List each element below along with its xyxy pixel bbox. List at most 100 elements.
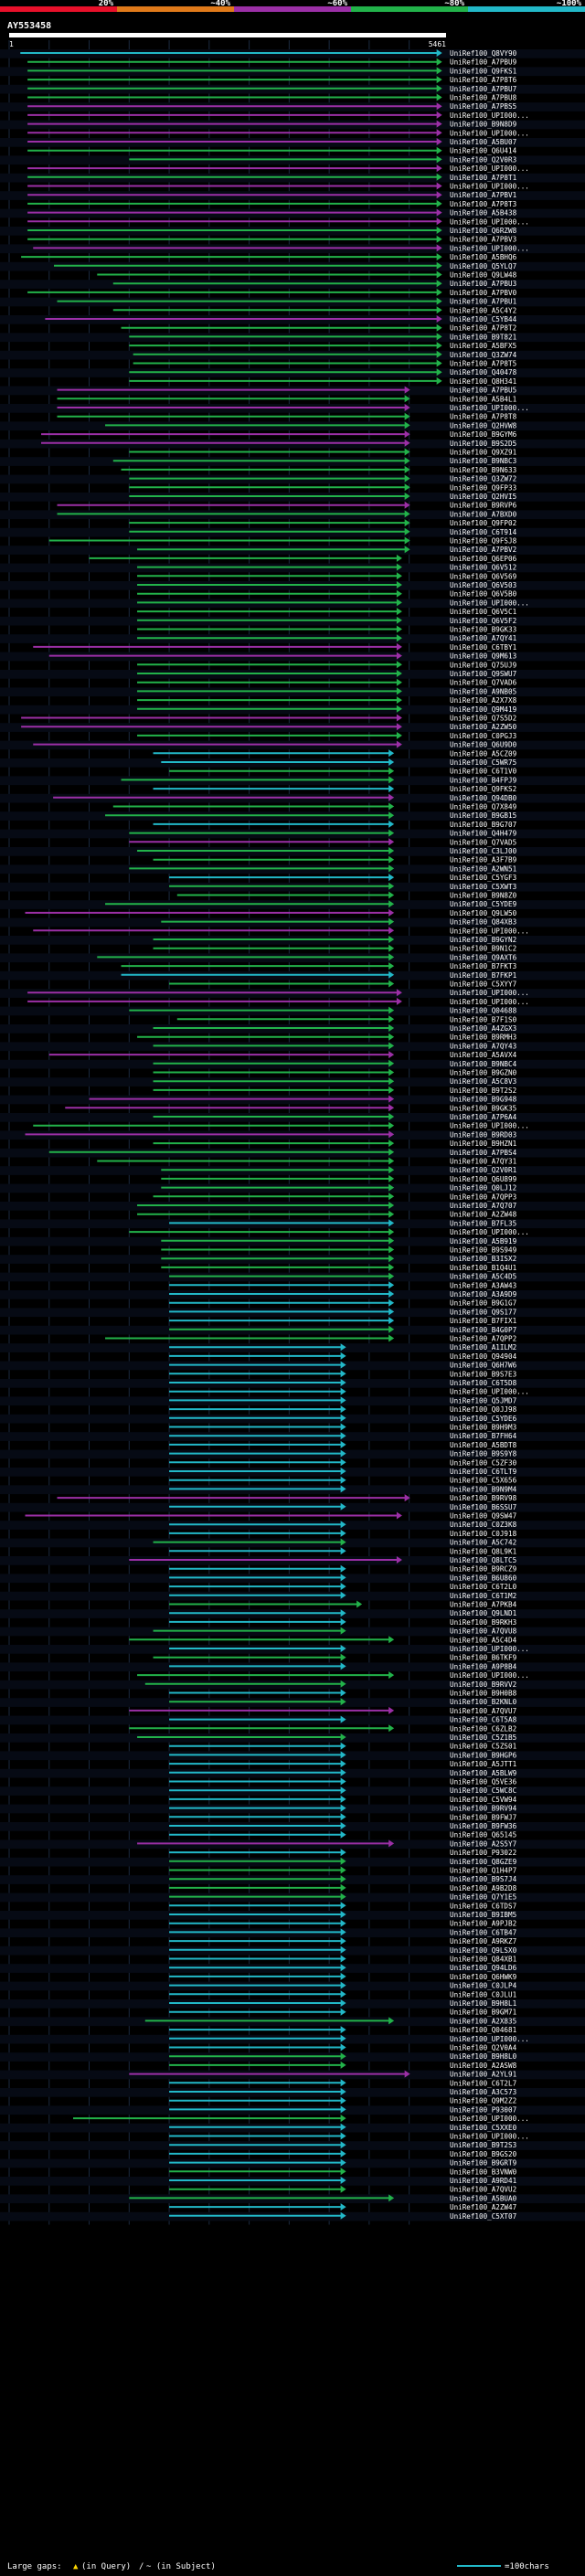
hit-label[interactable]: UniRef100_B9GZN0	[450, 1069, 517, 1077]
hit-label[interactable]: UniRef100_A2S5Y7	[450, 1839, 516, 1848]
hit-row[interactable]: UniRef100_Q9LSX0	[0, 1945, 585, 1956]
hit-row[interactable]: UniRef100_A7P8T6	[27, 76, 517, 84]
hit-label[interactable]: UniRef100_B9RVV2	[450, 1680, 516, 1689]
hit-label[interactable]: UniRef100_B9FWJ7	[450, 1813, 516, 1821]
hit-label[interactable]: UniRef100_Q94904	[450, 1352, 517, 1361]
hit-row[interactable]: UniRef100_UPI000...	[0, 2034, 585, 2044]
hit-label[interactable]: UniRef100_A7P8T8	[450, 413, 517, 421]
hit-row[interactable]: UniRef100_UPI000...	[27, 997, 529, 1006]
hit-label[interactable]: UniRef100_C0PGJ3	[450, 732, 516, 740]
hit-row[interactable]: UniRef100_B4G0P7	[0, 1325, 585, 1335]
hit-label[interactable]: UniRef100_A2ASW8	[450, 2062, 517, 2070]
hit-row[interactable]: UniRef100_A3C573	[0, 2088, 585, 2097]
hit-row[interactable]: UniRef100_A5BUA0	[0, 2194, 585, 2204]
hit-row[interactable]: UniRef100_A5C4D4	[129, 1636, 517, 1644]
hit-label[interactable]: UniRef100_Q6V503	[450, 581, 516, 589]
hit-label[interactable]: UniRef100_B9N9M4	[450, 1485, 517, 1493]
hit-label[interactable]: UniRef100_Q0JJ98	[450, 1405, 517, 1414]
hit-row[interactable]: UniRef100_B9S2D5	[0, 439, 585, 449]
hit-label[interactable]: UniRef100_Q9FP33	[450, 483, 516, 492]
hit-row[interactable]: UniRef100_Q6HWK9	[169, 1972, 517, 1981]
hit-label[interactable]: UniRef100_B9GRT9	[450, 2159, 517, 2168]
hit-label[interactable]: UniRef100_B9GB15	[450, 811, 516, 820]
hit-label[interactable]: UniRef100_B7FKP1	[450, 971, 517, 980]
hit-row[interactable]: UniRef100_Q5YLQ7	[0, 261, 585, 271]
hit-row[interactable]: UniRef100_Q04688	[0, 1006, 585, 1016]
hit-label[interactable]: UniRef100_C0JLP4	[450, 1982, 517, 1990]
hit-label[interactable]: UniRef100_Q6U899	[450, 1175, 517, 1183]
hit-row[interactable]: UniRef100_B9RVV2	[0, 1680, 585, 1690]
hit-row[interactable]: UniRef100_A7PBU9	[27, 58, 517, 67]
hit-row[interactable]: UniRef100_Q8VY90	[0, 49, 585, 58]
hit-label[interactable]: UniRef100_B9NBC3	[450, 457, 516, 465]
hit-row[interactable]: UniRef100_B4FPJ9	[0, 776, 585, 786]
hit-label[interactable]: UniRef100_C6TB47	[450, 1928, 516, 1936]
hit-row[interactable]: UniRef100_Q7VAD6	[137, 678, 517, 687]
hit-label[interactable]: UniRef100_A7QY43	[450, 1042, 516, 1050]
hit-row[interactable]: UniRef100_A9RD41	[0, 2177, 585, 2186]
hit-label[interactable]: UniRef100_A7PBV1	[450, 191, 517, 199]
hit-label[interactable]: UniRef100_A7QY41	[450, 634, 517, 642]
hit-label[interactable]: UniRef100_B9RCZ9	[450, 1565, 517, 1574]
hit-label[interactable]: UniRef100_UPI000...	[450, 1671, 529, 1680]
hit-label[interactable]: UniRef100_A7PBU7	[450, 85, 516, 93]
hit-row[interactable]: UniRef100_B9GM71	[169, 2008, 517, 2017]
hit-row[interactable]: UniRef100_Q94DB0	[0, 793, 585, 803]
hit-label[interactable]: UniRef100_A7QPP2	[450, 1335, 516, 1343]
hit-row[interactable]: UniRef100_A5BU07	[0, 138, 585, 147]
hit-label[interactable]: UniRef100_A5B919	[450, 1237, 517, 1246]
hit-row[interactable]: UniRef100_UPI000...	[33, 927, 529, 935]
hit-row[interactable]: UniRef100_Q2HVW8	[0, 421, 585, 431]
hit-row[interactable]: UniRef100_B7FH64	[0, 1432, 585, 1441]
hit-row[interactable]: UniRef100_Q6RZW8	[0, 227, 585, 236]
hit-label[interactable]: UniRef100_Q9XZ91	[450, 449, 517, 457]
hit-label[interactable]: UniRef100_Q9AXT6	[450, 953, 517, 961]
hit-row[interactable]: UniRef100_A7PBV3	[27, 235, 516, 244]
hit-label[interactable]: UniRef100_C5XT07	[450, 2212, 516, 2221]
hit-label[interactable]: UniRef100_Q9S177	[450, 1308, 516, 1316]
hit-label[interactable]: UniRef100_Q84XB3	[450, 918, 516, 927]
hit-row[interactable]: UniRef100_Q3ZW72	[0, 474, 585, 484]
hit-label[interactable]: UniRef100_B9N1C2	[450, 945, 516, 953]
hit-row[interactable]: UniRef100_Q9M419	[0, 705, 585, 715]
hit-label[interactable]: UniRef100_UPI000...	[450, 927, 529, 935]
hit-row[interactable]: UniRef100_C6TBY1	[33, 642, 517, 652]
hit-label[interactable]: UniRef100_Q6U414	[450, 147, 517, 155]
hit-label[interactable]: UniRef100_Q8VY90	[450, 49, 517, 58]
hit-label[interactable]: UniRef100_A3AW43	[450, 1281, 516, 1289]
hit-label[interactable]: UniRef100_Q8H341	[450, 377, 517, 386]
hit-label[interactable]: UniRef100_A2ZW48	[450, 1211, 517, 1219]
hit-row[interactable]: UniRef100_B9NBC4	[0, 1059, 585, 1069]
hit-row[interactable]: UniRef100_Q7S5D2	[21, 714, 516, 723]
hit-label[interactable]: UniRef100_Q4H479	[450, 830, 517, 838]
hit-row[interactable]: UniRef100_C5WR75	[0, 758, 585, 768]
hit-row[interactable]: UniRef100_A2S5Y7	[0, 1839, 585, 1850]
hit-row[interactable]: UniRef100_UPI000...	[27, 111, 529, 120]
hit-row[interactable]: UniRef100_B9N9M4	[0, 1485, 585, 1495]
hit-row[interactable]: UniRef100_B7FKP1	[0, 970, 585, 981]
hit-label[interactable]: UniRef100_A5BLW9	[450, 1769, 517, 1777]
hit-label[interactable]: UniRef100_Q6U9D0	[450, 741, 517, 749]
hit-label[interactable]: UniRef100_A5C742	[450, 1539, 516, 1547]
hit-label[interactable]: UniRef100_Q9M613	[450, 652, 516, 661]
hit-row[interactable]: UniRef100_UPI000...	[0, 244, 585, 254]
hit-row[interactable]: UniRef100_Q40478	[0, 368, 585, 377]
hit-label[interactable]: UniRef100_C6TBY1	[450, 643, 517, 652]
hit-label[interactable]: UniRef100_A7Q707	[450, 1202, 516, 1210]
hit-row[interactable]: UniRef100_A7P8T3	[27, 199, 516, 208]
hit-row[interactable]: UniRef100_Q9SWU7	[0, 670, 585, 679]
hit-row[interactable]: UniRef100_A2X835	[0, 2017, 585, 2027]
hit-label[interactable]: UniRef100_C5ZS01	[450, 1743, 517, 1751]
hit-label[interactable]: UniRef100_Q6EP06	[450, 555, 517, 563]
hit-label[interactable]: UniRef100_UPI000...	[450, 404, 529, 412]
hit-label[interactable]: UniRef100_B9RMH3	[450, 1034, 516, 1042]
hit-label[interactable]: UniRef100_A5B438	[450, 209, 517, 217]
hit-label[interactable]: UniRef100_A9PJB2	[450, 1920, 516, 1928]
hit-row[interactable]: UniRef100_B9T821	[0, 333, 585, 343]
hit-row[interactable]: UniRef100_C5YGF3	[169, 874, 516, 882]
hit-row[interactable]: UniRef100_A7PBU7	[0, 84, 585, 94]
hit-row[interactable]: UniRef100_Q9LW50	[25, 908, 517, 917]
hit-row[interactable]: UniRef100_B9RMH3	[137, 1033, 516, 1042]
hit-label[interactable]: UniRef100_Q9FKS1	[450, 67, 517, 75]
hit-row[interactable]: UniRef100_A9NB05	[0, 687, 585, 697]
